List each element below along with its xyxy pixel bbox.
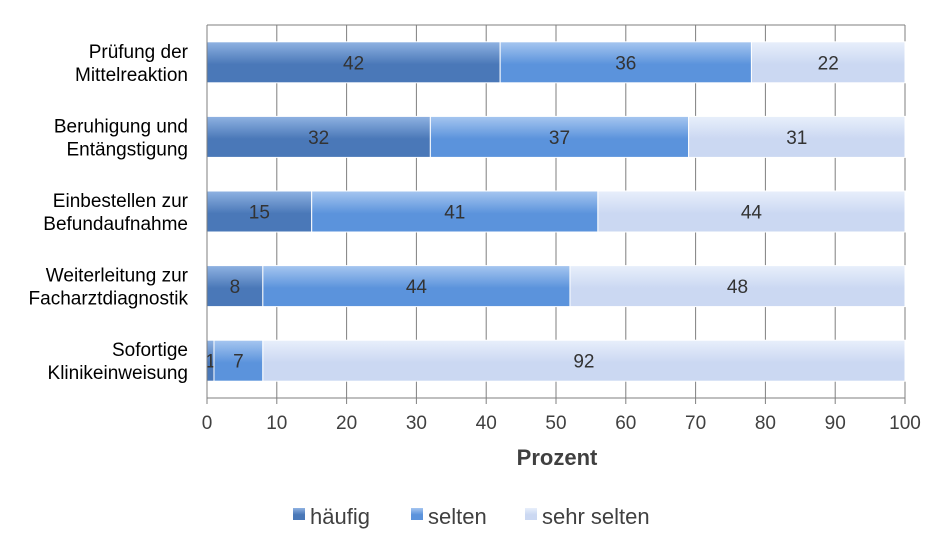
- data-label: 37: [549, 128, 570, 149]
- category-label: Entängstigung: [67, 139, 189, 160]
- legend-swatch: [525, 508, 537, 520]
- legend-swatch: [293, 508, 305, 520]
- bar-segment: [597, 190, 906, 233]
- x-axis-title: Prozent: [517, 445, 598, 470]
- x-tick-label: 0: [202, 413, 213, 434]
- bars: 42 36 22 32 37 31 15 41 44 8 44 48 1 7 92: [205, 41, 906, 382]
- x-tick-label: 40: [476, 413, 497, 434]
- legend-label: sehr selten: [542, 504, 650, 529]
- data-label: 92: [573, 352, 594, 373]
- data-label: 15: [249, 203, 270, 224]
- x-tick-label: 70: [685, 413, 706, 434]
- bar-segment: [206, 265, 264, 308]
- data-label: 8: [230, 277, 241, 298]
- category-label: Einbestellen zur: [53, 191, 189, 212]
- x-tick-label: 30: [406, 413, 427, 434]
- category-label: Mittelreaktion: [75, 65, 188, 86]
- category-label: Klinikeinweisung: [48, 363, 188, 384]
- bar-segment: [206, 115, 431, 158]
- legend-label: häufig: [310, 504, 370, 529]
- data-label: 7: [233, 352, 244, 373]
- bar-segment: [262, 265, 571, 308]
- x-tick-label: 60: [615, 413, 636, 434]
- category-label: Beruhigung und: [54, 116, 188, 137]
- legend: häufig selten sehr selten: [293, 504, 650, 529]
- x-axis: 0 10 20 30 40 50 60 70 80 90 100: [202, 25, 921, 434]
- x-tick-label: 80: [755, 413, 776, 434]
- legend-swatch: [411, 508, 423, 520]
- data-label: 41: [444, 203, 465, 224]
- category-label: Prüfung der: [89, 42, 189, 63]
- bar-segment: [213, 339, 264, 382]
- x-tick-label: 20: [336, 413, 357, 434]
- data-label: 22: [818, 53, 839, 74]
- category-label: Sofortige: [112, 340, 188, 361]
- x-tick-label: 10: [266, 413, 287, 434]
- category-label: Befundaufnahme: [43, 214, 188, 235]
- bar-segment: [262, 339, 906, 382]
- data-label: 36: [615, 53, 636, 74]
- bar-segment: [750, 41, 906, 84]
- bar-segment: [499, 41, 752, 84]
- x-tick-label: 100: [889, 413, 921, 434]
- category-label: Weiterleitung zur: [46, 266, 189, 287]
- bar-segment: [206, 41, 501, 84]
- bar-segment: [206, 190, 313, 233]
- category-label: Facharztdiagnostik: [29, 289, 189, 310]
- x-tick-label: 90: [825, 413, 846, 434]
- bar-segment: [688, 115, 906, 158]
- bar-segment: [569, 265, 906, 308]
- bar-segment: [429, 115, 690, 158]
- data-label: 44: [741, 203, 763, 224]
- data-label: 44: [406, 277, 428, 298]
- data-label: 48: [727, 277, 748, 298]
- data-label: 31: [786, 128, 807, 149]
- data-label: 1: [205, 352, 216, 373]
- legend-label: selten: [428, 504, 487, 529]
- data-label: 32: [308, 128, 329, 149]
- x-tick-label: 50: [545, 413, 566, 434]
- data-label: 42: [343, 53, 364, 74]
